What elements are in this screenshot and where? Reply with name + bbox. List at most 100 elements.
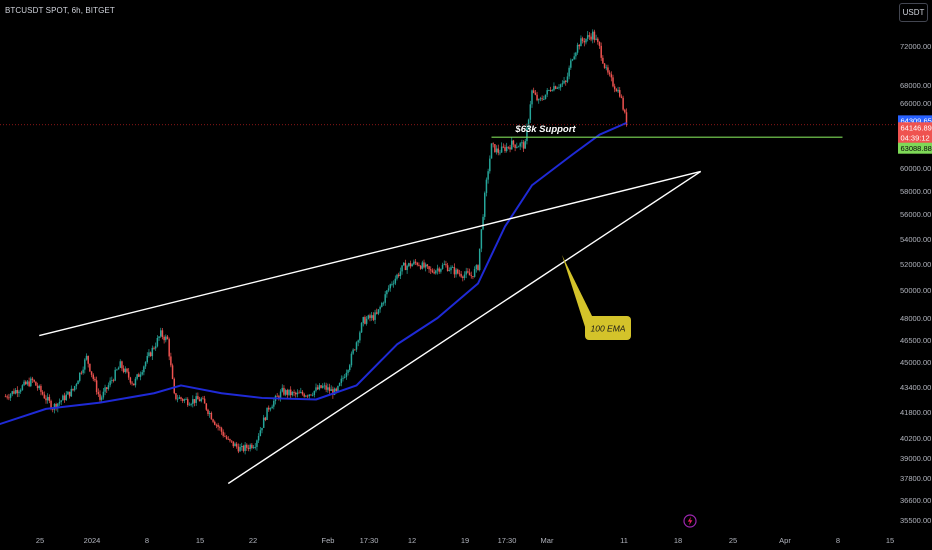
candle: [261, 427, 263, 434]
tradingview-lightning-icon[interactable]: [683, 514, 697, 528]
x-tick-label: 11: [620, 536, 628, 545]
candle: [104, 384, 106, 396]
candle: [386, 289, 388, 298]
candle: [14, 388, 17, 395]
candle: [41, 390, 44, 396]
candle: [349, 363, 351, 372]
candle: [154, 342, 157, 351]
upper-wedge-line[interactable]: [39, 170, 701, 337]
ema-callout[interactable]: 100 EMA: [562, 255, 631, 340]
time-axis[interactable]: 25 2024 8 15 22 Feb 17:30 12 19 17:30 Mar 11 18 25 Apr…: [36, 536, 894, 545]
candle: [453, 263, 456, 278]
candle: [109, 377, 111, 388]
x-tick-label: Apr: [779, 536, 791, 545]
candle: [306, 394, 309, 399]
candle: [590, 33, 592, 42]
price-axis[interactable]: 72000.0068000.0066000.0062000.0060000.00…: [898, 42, 932, 525]
candle: [111, 376, 113, 384]
candle: [433, 268, 435, 275]
candle: [598, 41, 601, 49]
candle: [463, 271, 466, 281]
candle: [291, 391, 294, 397]
candle: [84, 358, 86, 374]
candle: [129, 376, 132, 385]
candle: [316, 384, 319, 390]
lower-wedge-line[interactable]: [227, 170, 702, 485]
candle: [472, 276, 474, 280]
candle: [241, 442, 243, 451]
candle: [269, 407, 272, 412]
candle: [133, 383, 135, 386]
candle: [9, 393, 12, 401]
candle: [500, 142, 503, 153]
symbol-title[interactable]: BTCUSDT SPOT, 6h, BITGET: [5, 6, 115, 15]
candle: [593, 29, 596, 43]
candle: [497, 144, 499, 156]
drawing-tools: [0, 124, 896, 485]
candle: [252, 445, 255, 449]
candle: [73, 385, 76, 392]
candle: [212, 418, 214, 424]
candle: [424, 262, 427, 272]
candle: [455, 267, 457, 278]
currency-button[interactable]: USDT: [899, 3, 928, 22]
candle: [365, 316, 368, 326]
candle: [214, 420, 216, 426]
candle: [505, 142, 508, 153]
candle: [343, 374, 346, 379]
annotations: $63k Support 100 EMA: [514, 124, 631, 340]
candle: [431, 268, 434, 274]
candle: [136, 373, 138, 381]
candle: [382, 301, 385, 306]
candle: [21, 384, 24, 391]
candle: [286, 388, 289, 399]
candle: [175, 393, 177, 401]
candle: [208, 410, 211, 418]
candle: [588, 32, 591, 41]
y-tick-label: 39000.00: [900, 454, 931, 463]
candle: [409, 260, 412, 269]
candle: [273, 398, 275, 410]
candle: [620, 94, 623, 99]
candle: [338, 382, 341, 387]
candle: [443, 260, 445, 266]
candle: [30, 376, 32, 388]
candle: [230, 440, 233, 443]
candle: [195, 392, 197, 406]
candle: [397, 272, 400, 278]
candle: [406, 264, 408, 274]
candle: [256, 439, 258, 451]
candle: [18, 389, 20, 398]
candle: [271, 404, 273, 409]
candle: [296, 389, 299, 398]
candle: [180, 396, 182, 401]
candle: [183, 398, 186, 404]
candle: [553, 82, 555, 92]
y-tick-label: 46500.00: [900, 336, 931, 345]
candle: [389, 283, 391, 292]
candle: [527, 118, 530, 131]
candle: [318, 383, 321, 391]
candle: [138, 372, 140, 377]
x-tick-label: 18: [674, 536, 682, 545]
candle: [38, 384, 40, 390]
candle: [242, 444, 245, 453]
candle: [396, 273, 398, 281]
candle: [293, 389, 295, 397]
candle: [605, 64, 607, 71]
candle: [131, 380, 133, 386]
candle: [11, 390, 13, 397]
candle: [187, 397, 189, 407]
y-tick-label: 68000.00: [900, 81, 931, 90]
x-tick-label: Feb: [322, 536, 335, 545]
candle: [168, 337, 170, 361]
support-label[interactable]: $63k Support: [514, 124, 576, 135]
candle: [158, 336, 160, 341]
candle: [470, 271, 472, 279]
candle: [419, 264, 422, 270]
candle: [106, 387, 108, 393]
candle: [359, 330, 361, 344]
candle: [521, 139, 523, 148]
candle: [327, 383, 329, 393]
